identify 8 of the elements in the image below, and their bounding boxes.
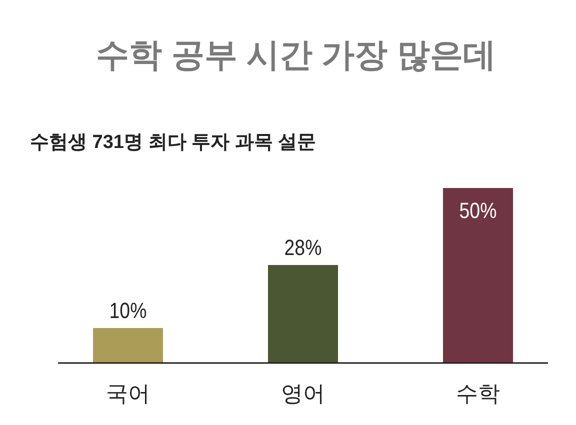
x-tick-label: 영어 <box>281 381 325 406</box>
data-label: 10% <box>109 300 147 324</box>
x-tick-label: 국어 <box>106 381 150 406</box>
chart-subtitle: 수험생 731명 최다 투자 과목 설문 <box>30 132 316 153</box>
x-tick-label: 수학 <box>456 381 500 406</box>
data-label: 28% <box>284 236 322 260</box>
chart-title: 수학 공부 시간 가장 많은데 <box>96 36 496 73</box>
data-label: 50% <box>459 200 497 224</box>
